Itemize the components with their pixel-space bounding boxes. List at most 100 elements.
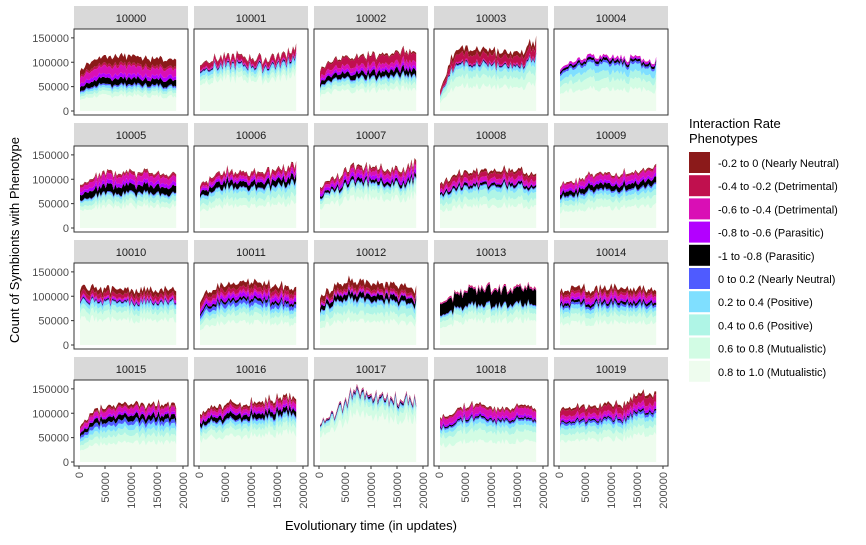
area-band	[80, 82, 177, 93]
area-band	[440, 194, 537, 213]
area-band	[560, 182, 657, 201]
facet-title: 10009	[596, 130, 627, 142]
area-band	[200, 411, 297, 434]
area-band	[560, 75, 657, 94]
y-tick-label: 150000	[32, 384, 69, 396]
area-band	[200, 311, 297, 331]
area-band	[200, 52, 297, 73]
area-band	[200, 52, 297, 74]
y-tick-label: 100000	[32, 408, 69, 420]
legend-swatch	[689, 291, 710, 313]
area-band	[200, 294, 297, 317]
area-band	[440, 181, 537, 201]
area-band	[320, 158, 417, 190]
x-tick-label: 150000	[272, 472, 284, 509]
area-band	[200, 278, 297, 307]
area-band	[440, 178, 537, 197]
facet-strip	[434, 6, 548, 29]
area-band	[560, 283, 657, 298]
area-band	[560, 176, 657, 200]
facet-title: 10013	[476, 247, 507, 259]
area-band	[80, 420, 177, 442]
area-band	[200, 63, 297, 86]
facet-title: 10001	[236, 13, 267, 25]
x-tick-label: 150000	[512, 472, 524, 509]
area-band	[320, 288, 417, 314]
area-band	[80, 202, 177, 228]
x-tick-label: 50000	[580, 472, 592, 503]
x-tick-label: 100000	[366, 472, 378, 509]
x-tick-label: 0	[74, 472, 86, 478]
area-band	[560, 412, 657, 431]
facet-strip	[554, 240, 668, 263]
x-tick-label: 50000	[220, 472, 232, 503]
x-tick-label: 150000	[632, 472, 644, 509]
facet-strip	[74, 123, 188, 146]
facet-panel: 10007	[313, 123, 429, 233]
x-tick-label: 50000	[340, 472, 352, 503]
facet-strip	[74, 357, 188, 380]
facet-strip	[434, 240, 548, 263]
legend-swatch	[689, 314, 710, 336]
area-band	[440, 172, 537, 194]
area-band	[200, 179, 297, 202]
area-band	[200, 53, 297, 74]
area-band	[200, 402, 297, 425]
facet-panel: 10018 0 50000 100000 150000 200000	[433, 357, 550, 509]
panel-border	[553, 262, 669, 350]
area-band	[80, 171, 177, 193]
facet-panel: 10006	[193, 123, 309, 233]
area-band	[440, 167, 537, 191]
facet-strip	[314, 123, 428, 146]
area-band	[560, 417, 657, 436]
facet-strip	[314, 6, 428, 29]
area-band	[560, 59, 657, 77]
x-tick-label: 0	[314, 472, 326, 478]
area-band	[80, 190, 177, 204]
facet-panel: 10013	[433, 240, 549, 350]
area-band	[80, 52, 177, 77]
facet-strip	[314, 357, 428, 380]
facet-strip	[434, 123, 548, 146]
facet-strip	[554, 6, 668, 29]
area-band	[440, 165, 537, 187]
panel-border	[553, 28, 669, 116]
area-band	[320, 79, 417, 98]
area-band	[320, 317, 417, 345]
area-band	[80, 86, 177, 98]
legend-label: 0.6 to 0.8 (Mutualistic)	[718, 344, 826, 356]
area-band	[200, 172, 297, 199]
legend-label: 0 to 0.2 (Nearly Neutral)	[718, 274, 835, 286]
area-band	[560, 61, 657, 82]
x-tick-label: 100000	[126, 472, 138, 509]
area-band	[440, 302, 537, 323]
facet-title: 10012	[356, 247, 387, 259]
area-band	[320, 60, 417, 85]
y-tick-label: 0	[63, 340, 69, 352]
facet-strip	[554, 357, 668, 380]
facet-panel: 10008	[433, 123, 549, 233]
area-band	[80, 410, 177, 438]
area-band	[320, 159, 417, 192]
facet-title: 10004	[596, 13, 627, 25]
area-band	[440, 176, 537, 195]
facet-title: 10008	[476, 130, 507, 142]
area-band	[560, 172, 657, 196]
panel-border	[433, 145, 549, 233]
area-band	[200, 392, 297, 418]
area-band	[80, 61, 177, 79]
area-band	[80, 416, 177, 440]
area-band	[320, 178, 417, 205]
y-tick-label: 100000	[32, 174, 69, 186]
area-band	[560, 389, 657, 414]
area-band	[320, 176, 417, 202]
area-band	[80, 283, 177, 299]
y-tick-label: 150000	[32, 267, 69, 279]
area-band	[200, 199, 297, 228]
area-band	[200, 184, 297, 208]
legend-label: -0.8 to -0.6 (Parasitic)	[718, 228, 824, 240]
area-band	[320, 55, 417, 83]
facet-title: 10019	[596, 364, 627, 376]
legend-swatch	[689, 244, 710, 266]
